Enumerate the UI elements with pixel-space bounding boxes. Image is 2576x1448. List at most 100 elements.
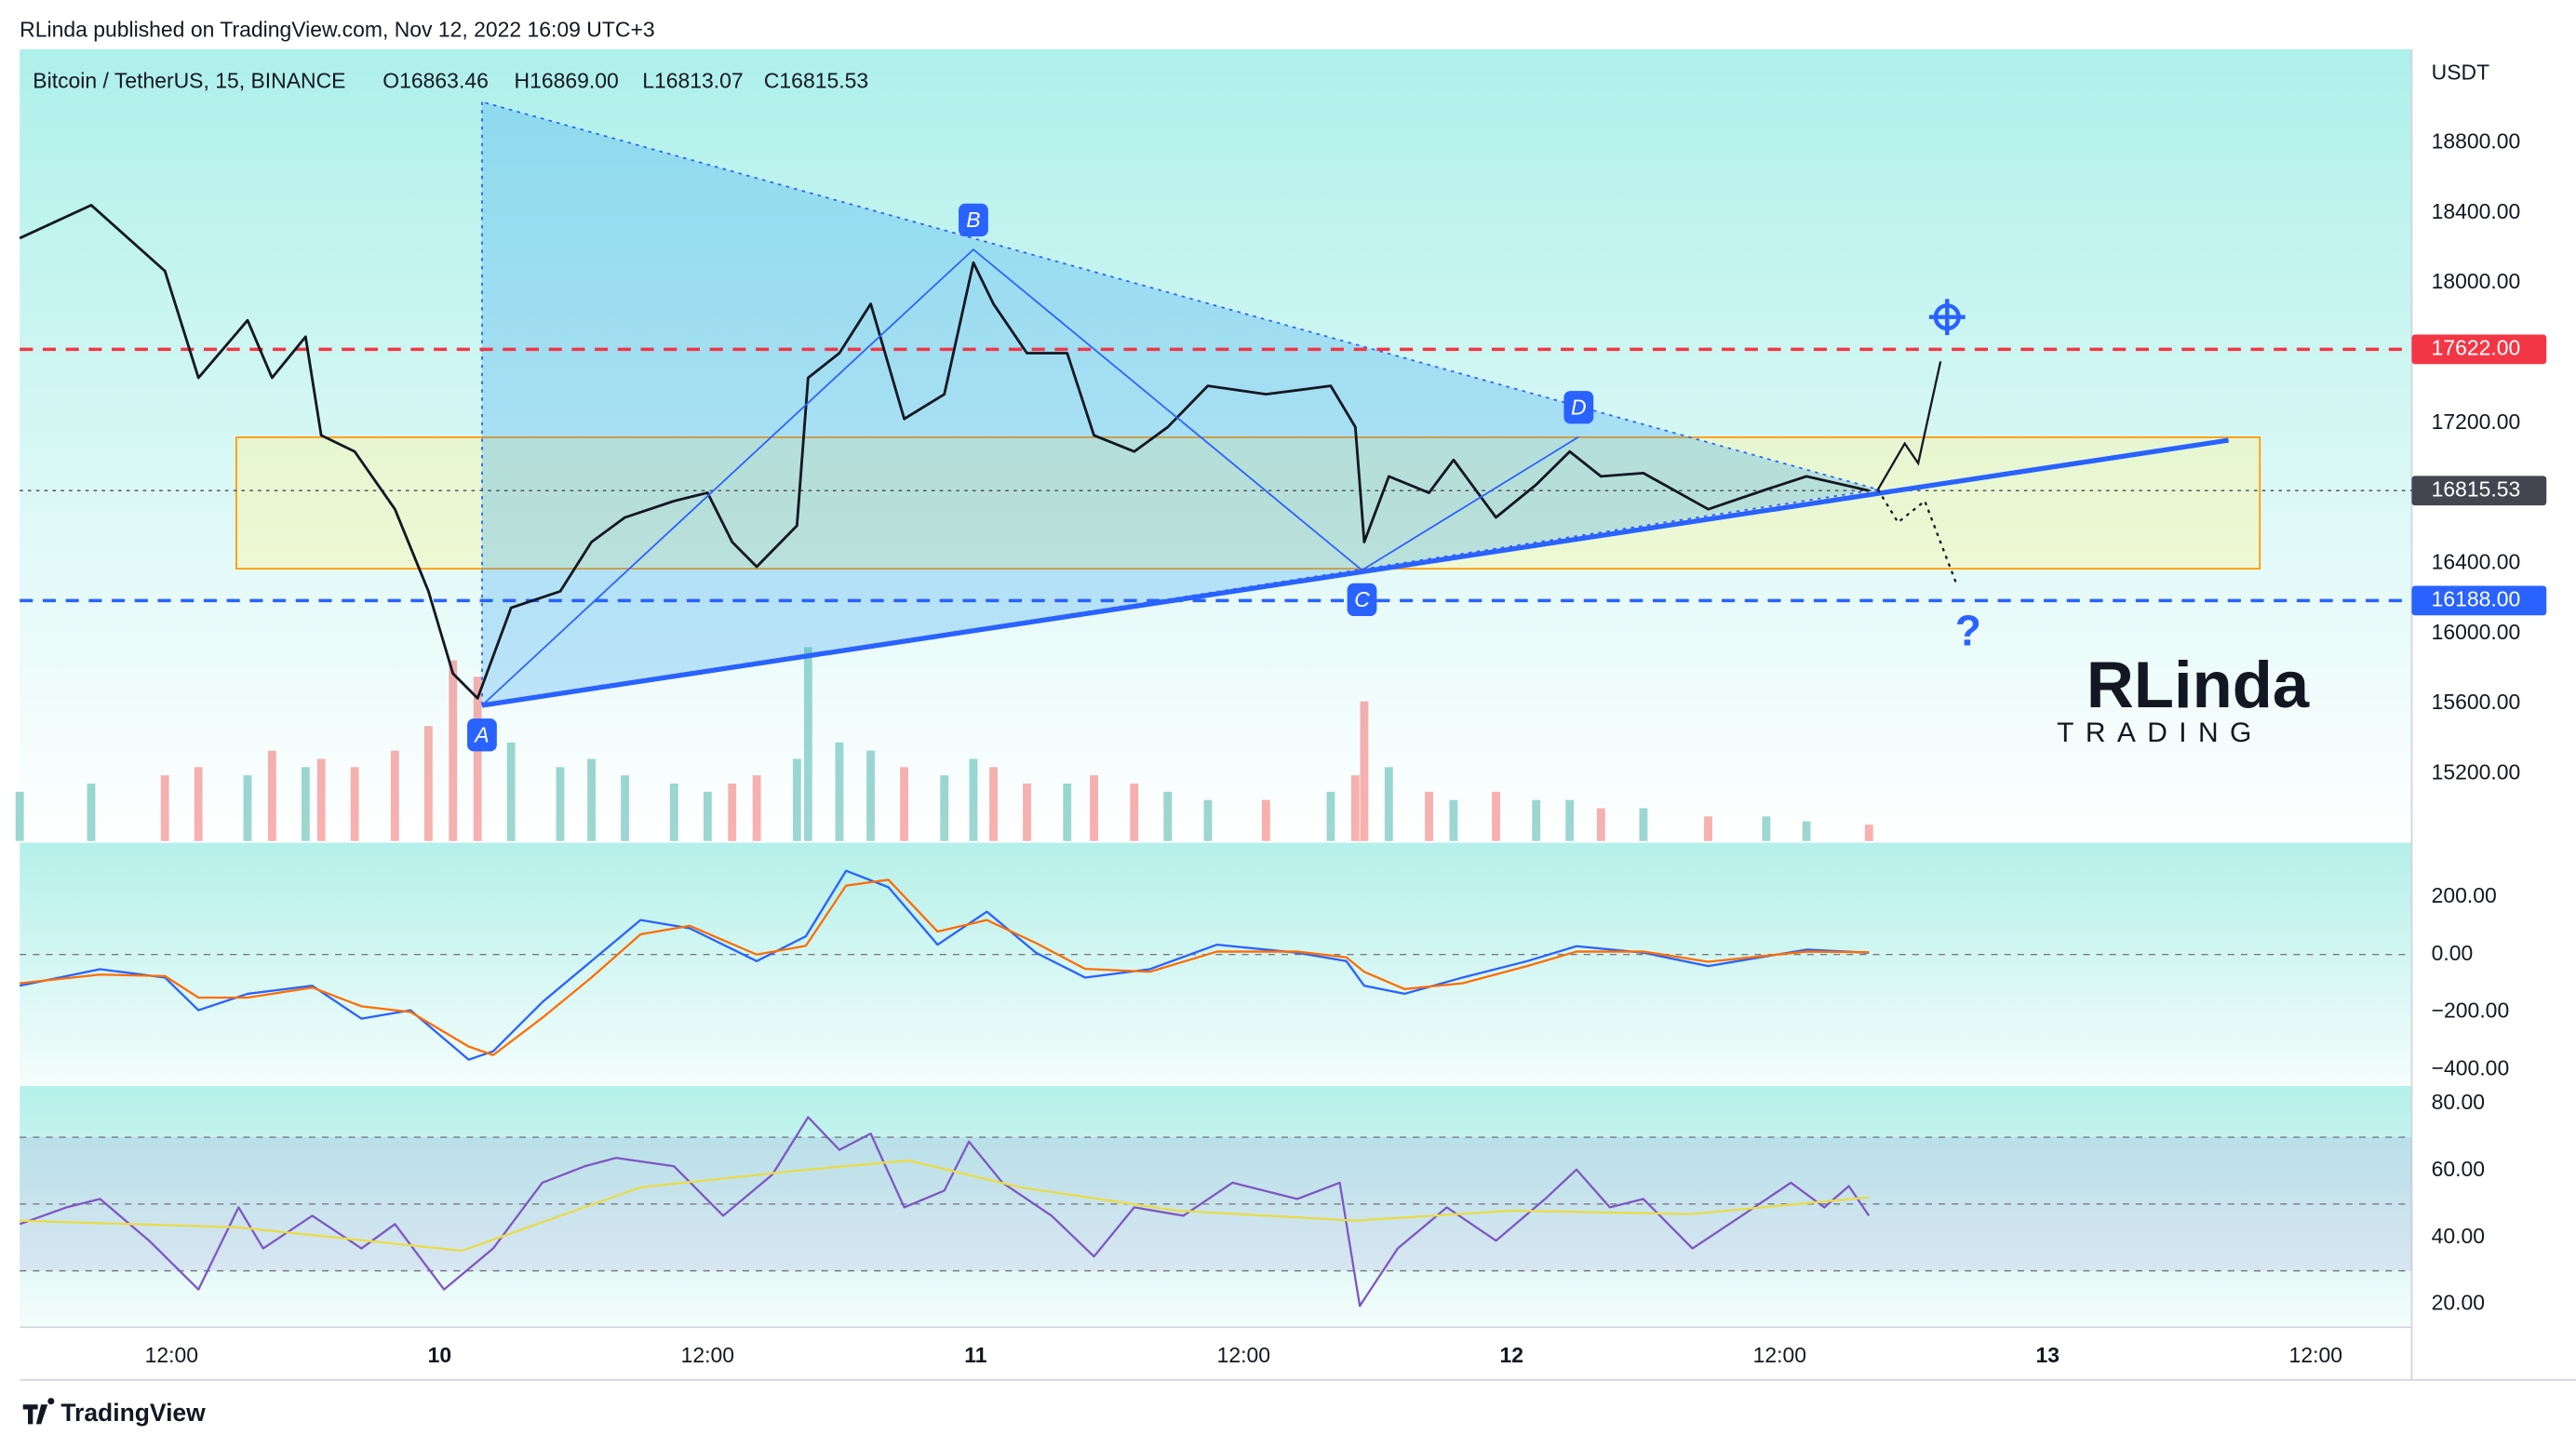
volume-bar	[267, 750, 276, 841]
projection-arrow	[1876, 361, 1942, 490]
y-tick-label: 17200.00	[2432, 409, 2521, 434]
volume-bar	[792, 758, 801, 841]
ohlc: C16815.53	[764, 68, 868, 92]
logo-name: RLinda	[2086, 648, 2310, 721]
volume-bar	[1762, 816, 1771, 841]
series-line	[20, 878, 1870, 1056]
projection-arrow	[1876, 489, 1958, 584]
trendline	[481, 437, 2230, 708]
y-tick-label: 20.00	[2432, 1291, 2485, 1315]
y-tick-label: 80.00	[2432, 1090, 2485, 1114]
price-level-label: 16188.00	[2432, 586, 2521, 610]
volume-bar	[728, 783, 737, 841]
volume-bar	[1639, 808, 1648, 841]
volume-bar	[194, 767, 203, 841]
pattern-point-tag	[467, 718, 497, 752]
volume-bar	[1326, 791, 1335, 841]
volume-bar	[621, 775, 629, 841]
volume-bar	[803, 647, 812, 841]
volume-bar	[506, 742, 516, 841]
volume-bar	[940, 775, 949, 841]
x-tick-label: 12:00	[1753, 1343, 1806, 1367]
series-line	[19, 869, 1870, 1061]
price-level-tag	[2411, 334, 2547, 365]
target-cross	[1928, 299, 1966, 336]
volume-bar	[1449, 799, 1458, 841]
x-tick-label: 12:00	[681, 1343, 734, 1367]
pattern-point-tag	[1347, 583, 1377, 617]
y-tick-label: −400.00	[2432, 1055, 2510, 1079]
volume-bar	[1802, 821, 1811, 841]
x-tick-label: 12:00	[145, 1343, 198, 1367]
volume-bar	[316, 758, 326, 841]
y-tick-label: 15600.00	[2432, 690, 2521, 714]
volume-bar	[350, 767, 359, 841]
volume-bar	[1163, 791, 1173, 841]
price-pane	[20, 48, 2412, 841]
ohlc: L16813.07	[642, 68, 743, 92]
pattern-point-label: B	[966, 208, 980, 232]
volume-bar	[473, 677, 482, 841]
volume-bar	[969, 758, 978, 841]
price-level-label: 16815.53	[2432, 476, 2521, 501]
range-box	[235, 436, 2261, 570]
volume-bar	[1565, 799, 1575, 841]
y-tick-label: 18000.00	[2432, 269, 2521, 293]
series-line	[19, 1116, 1871, 1307]
volume-bar	[15, 791, 24, 841]
volume-bar	[243, 775, 252, 841]
series-line	[19, 204, 1870, 700]
currency: USDT	[2432, 60, 2489, 84]
volume-bar	[752, 775, 761, 841]
volume-bar	[1130, 783, 1139, 841]
triangle	[481, 101, 1879, 706]
x-tick-label: 12	[1500, 1343, 1524, 1367]
volume-bar	[390, 750, 399, 841]
macd-pane	[20, 842, 2412, 1085]
volume-bar	[423, 726, 433, 841]
volume-bar	[900, 767, 908, 841]
pattern-point-tag	[959, 203, 988, 237]
y-tick-label: 15200.00	[2432, 760, 2521, 784]
volume-bar	[1425, 791, 1433, 841]
volume-bar	[1261, 799, 1270, 841]
volume-bar	[1384, 767, 1393, 841]
ohlc: H16869.00	[515, 68, 619, 92]
price-level-tag	[2411, 476, 2547, 506]
y-tick-label: 40.00	[2432, 1224, 2485, 1248]
volume-bar	[160, 775, 169, 841]
y-tick-label: 18400.00	[2432, 199, 2521, 223]
volume-bar	[556, 767, 565, 841]
rsi-pane	[20, 1085, 2412, 1328]
brand-icon	[22, 1398, 55, 1425]
volume-bar	[866, 750, 875, 841]
x-tick-label: 12:00	[1217, 1343, 1270, 1367]
price-level-tag	[2411, 585, 2547, 616]
y-tick-label: 200.00	[2432, 883, 2497, 907]
pattern-point-label: D	[1571, 396, 1587, 420]
volume-bar	[1360, 701, 1369, 841]
pattern-zigzag	[481, 248, 1579, 706]
volume-bar	[1090, 775, 1098, 841]
volume-bar	[835, 742, 844, 841]
x-tick-label: 11	[964, 1343, 986, 1367]
volume-bar	[1203, 799, 1213, 841]
y-tick-label: 0.00	[2432, 941, 2474, 965]
volume-bar	[1063, 783, 1072, 841]
volume-bar	[1350, 775, 1360, 841]
volume-bar	[669, 783, 678, 841]
x-tick-label: 13	[2036, 1343, 2060, 1367]
volume-bar	[449, 660, 458, 841]
volume-bar	[703, 791, 712, 841]
pattern-point-label: C	[1354, 587, 1370, 611]
volume-bar	[1023, 783, 1031, 841]
pattern-point-label: A	[473, 723, 489, 747]
y-tick-label: 18800.00	[2432, 129, 2521, 154]
publisher: RLinda published on TradingView.com, Nov…	[20, 18, 654, 42]
volume-bar	[1596, 808, 1605, 841]
volume-bar	[1492, 791, 1500, 841]
x-tick-label: 12:00	[2289, 1343, 2342, 1367]
volume-bar	[301, 767, 310, 841]
